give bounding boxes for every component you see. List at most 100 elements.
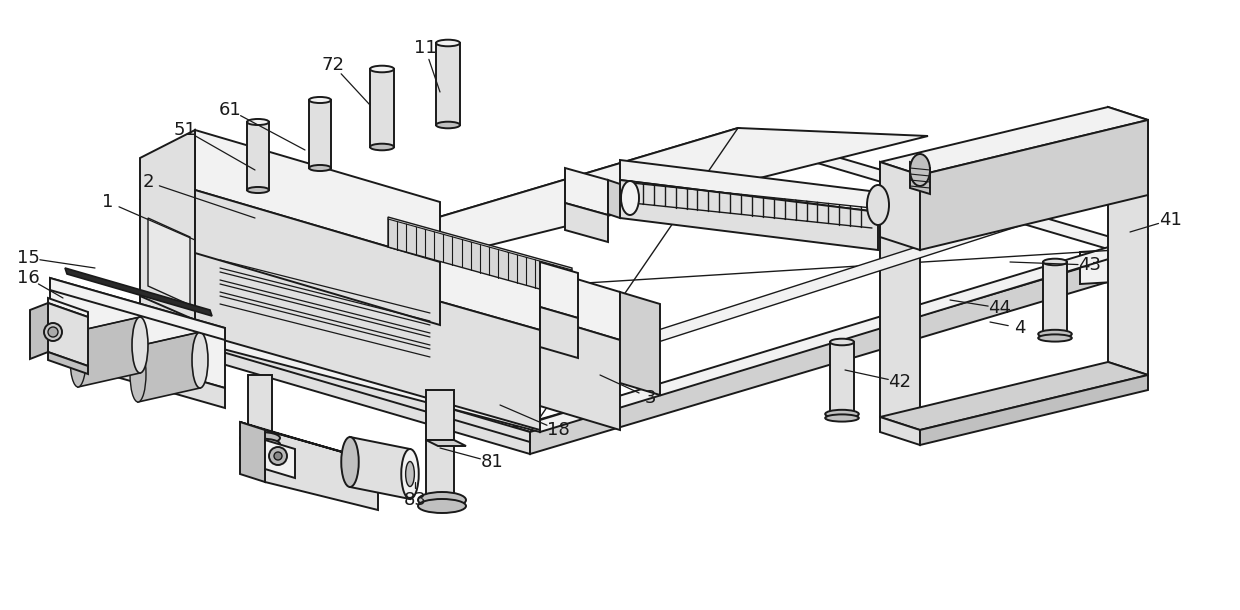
Polygon shape [1043,262,1066,334]
Polygon shape [880,417,920,445]
Polygon shape [539,307,578,358]
Polygon shape [539,235,1148,432]
Polygon shape [140,130,195,320]
Text: 15: 15 [16,249,40,267]
Text: 42: 42 [889,373,911,391]
Text: 16: 16 [16,269,40,287]
Polygon shape [247,122,269,190]
Polygon shape [620,160,878,212]
Text: 61: 61 [218,101,242,119]
Polygon shape [140,170,195,380]
Ellipse shape [192,332,208,388]
Ellipse shape [130,346,146,402]
Ellipse shape [621,181,639,215]
Ellipse shape [436,122,460,128]
Polygon shape [830,342,854,414]
Text: 11: 11 [414,39,436,57]
Polygon shape [608,180,620,218]
Ellipse shape [274,452,281,460]
Ellipse shape [370,66,394,73]
Text: 1: 1 [103,193,114,211]
Polygon shape [539,268,620,340]
Polygon shape [120,310,539,432]
Ellipse shape [1043,259,1066,265]
Ellipse shape [418,492,466,508]
Ellipse shape [910,154,930,186]
Polygon shape [248,375,272,438]
Polygon shape [436,43,460,125]
Ellipse shape [405,462,414,487]
Polygon shape [50,278,224,340]
Ellipse shape [309,97,331,103]
Polygon shape [309,100,331,168]
Polygon shape [48,298,88,317]
Ellipse shape [436,40,460,46]
Ellipse shape [370,144,394,150]
Polygon shape [565,203,608,242]
Polygon shape [64,268,212,316]
Polygon shape [265,430,378,510]
Polygon shape [48,352,88,374]
Ellipse shape [241,432,280,444]
Ellipse shape [131,317,148,373]
Polygon shape [880,107,1148,175]
Polygon shape [200,268,539,380]
Ellipse shape [402,449,419,499]
Text: 2: 2 [143,173,154,191]
Polygon shape [1109,107,1148,375]
Polygon shape [620,292,660,395]
Polygon shape [350,437,410,499]
Polygon shape [427,440,466,446]
Polygon shape [427,440,454,500]
Polygon shape [195,170,539,330]
Ellipse shape [825,410,859,418]
Ellipse shape [830,339,854,345]
Polygon shape [620,180,878,250]
Ellipse shape [247,119,269,125]
Polygon shape [138,332,200,402]
Polygon shape [241,422,265,482]
Polygon shape [195,130,440,262]
Polygon shape [539,316,620,430]
Ellipse shape [825,414,859,422]
Text: 83: 83 [403,491,427,509]
Polygon shape [120,312,529,454]
Polygon shape [50,338,224,408]
Ellipse shape [48,327,58,337]
Ellipse shape [69,331,86,387]
Polygon shape [120,128,928,320]
Text: 18: 18 [547,421,569,439]
Polygon shape [920,375,1148,445]
Polygon shape [50,278,224,388]
Polygon shape [120,312,529,442]
Polygon shape [880,162,920,250]
Polygon shape [265,440,295,478]
Ellipse shape [43,323,62,341]
Ellipse shape [1038,330,1071,338]
Polygon shape [539,262,578,318]
Polygon shape [1080,248,1148,284]
Ellipse shape [867,185,889,225]
Polygon shape [920,120,1148,250]
Polygon shape [195,232,539,430]
Polygon shape [910,162,930,194]
Ellipse shape [269,447,286,465]
Ellipse shape [247,187,269,193]
Text: 3: 3 [645,389,656,407]
Polygon shape [30,303,48,359]
Ellipse shape [341,437,358,487]
Polygon shape [529,248,1148,454]
Polygon shape [195,190,440,325]
Text: 4: 4 [1014,319,1025,337]
Polygon shape [145,144,1118,428]
Text: 81: 81 [481,453,503,471]
Polygon shape [880,362,1148,430]
Text: 41: 41 [1158,211,1182,229]
Polygon shape [539,188,1100,380]
Text: 51: 51 [174,121,196,139]
Polygon shape [880,162,920,430]
Polygon shape [241,422,378,462]
Polygon shape [78,317,140,387]
Ellipse shape [241,439,280,450]
Text: 72: 72 [321,56,345,74]
